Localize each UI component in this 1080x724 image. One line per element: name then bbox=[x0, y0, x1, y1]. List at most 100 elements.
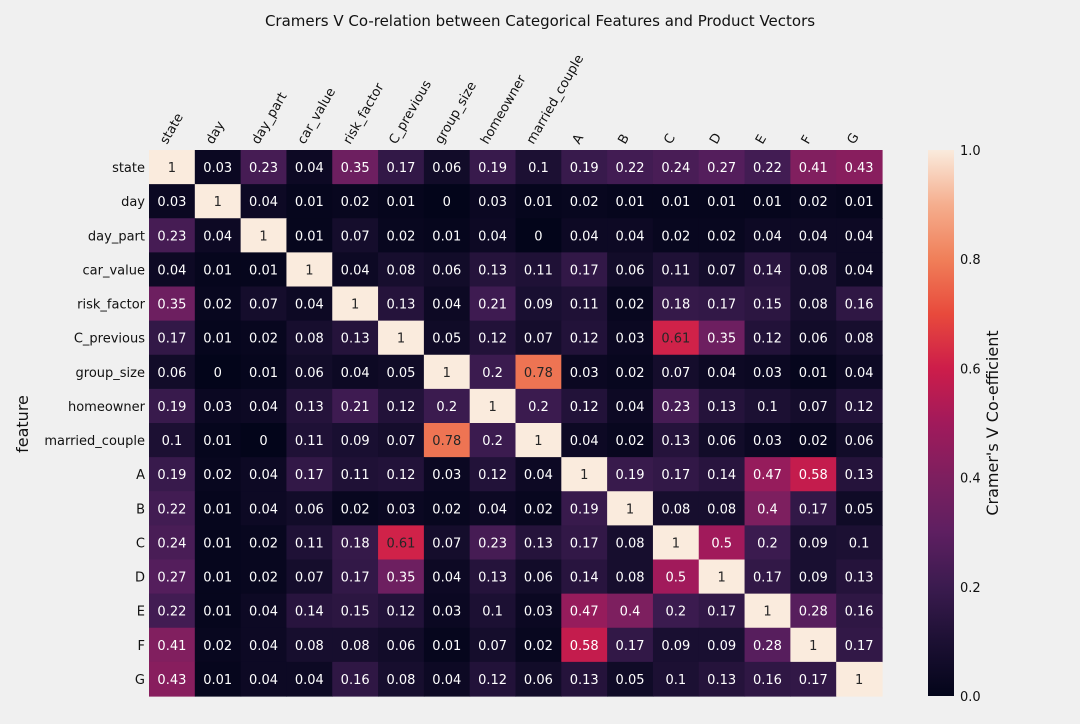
heatmap-cell bbox=[240, 525, 288, 561]
cell-value-label: 0.17 bbox=[661, 468, 690, 483]
cell-value-label: 0.03 bbox=[203, 161, 232, 176]
cell-value-label: 0.02 bbox=[616, 366, 645, 381]
heatmap-cell bbox=[790, 286, 837, 322]
cell-value-label: 0.01 bbox=[203, 673, 232, 688]
heatmap-cell bbox=[149, 525, 196, 561]
y-tick-label: A bbox=[136, 468, 145, 483]
heatmap-cell bbox=[652, 388, 700, 424]
cell-value-label: 0.01 bbox=[432, 639, 461, 654]
heatmap-cell bbox=[836, 491, 883, 526]
colorbar-tick-label: 0.8 bbox=[960, 253, 981, 268]
y-tick-label: state bbox=[112, 161, 145, 176]
heatmap-cell bbox=[469, 354, 517, 390]
heatmap-cell bbox=[561, 354, 608, 390]
cell-value-label: 0 bbox=[259, 434, 267, 449]
heatmap-cell bbox=[240, 388, 288, 424]
heatmap-cell bbox=[515, 661, 562, 697]
heatmap-cell bbox=[561, 627, 608, 663]
heatmap-cell bbox=[698, 388, 746, 424]
cell-value-label: 0.07 bbox=[341, 229, 370, 244]
cell-value-label: 0.04 bbox=[616, 229, 645, 244]
cell-value-label: 0.15 bbox=[753, 298, 782, 313]
cell-value-label: 0.19 bbox=[157, 468, 186, 483]
cell-value-label: 0.03 bbox=[432, 468, 461, 483]
heatmap-cell bbox=[515, 491, 562, 526]
heatmap-cell bbox=[469, 218, 517, 253]
heatmap-cell bbox=[332, 354, 379, 390]
cell-value-label: 0.1 bbox=[482, 605, 503, 620]
heatmap-cell bbox=[469, 388, 517, 424]
cell-value-label: 0.23 bbox=[249, 161, 278, 176]
heatmap-cell bbox=[149, 559, 196, 595]
heatmap-cell bbox=[286, 320, 333, 356]
cell-value-label: 0.01 bbox=[203, 502, 232, 517]
heatmap-cell bbox=[194, 593, 242, 629]
heatmap-cell bbox=[286, 252, 333, 288]
colorbar-tick-label: 0.4 bbox=[960, 472, 981, 487]
heatmap-cell bbox=[744, 423, 791, 458]
heatmap-cell bbox=[790, 491, 837, 526]
heatmap-cell bbox=[378, 559, 425, 595]
cell-value-label: 0.02 bbox=[341, 195, 370, 210]
heatmap-cell bbox=[744, 491, 791, 526]
heatmap-cell bbox=[423, 423, 471, 458]
heatmap-cell bbox=[194, 286, 242, 322]
heatmap-cell bbox=[240, 661, 288, 697]
heatmap-cell bbox=[790, 320, 837, 356]
cell-value-label: 0.12 bbox=[570, 332, 599, 347]
cell-value-label: 0.16 bbox=[845, 605, 874, 620]
colorbar: 0.0 0.2 0.4 0.6 0.8 1.0 Cramer's V Co-efficie… bbox=[928, 144, 1002, 705]
heatmap-cell bbox=[561, 525, 608, 561]
cell-value-label: 0.01 bbox=[249, 263, 278, 278]
x-tick-label: car_value bbox=[295, 85, 339, 147]
heatmap-cell bbox=[240, 491, 288, 526]
cell-value-label: 0.02 bbox=[799, 195, 828, 210]
cell-value-label: 0.18 bbox=[341, 536, 370, 551]
cell-value-label: 0.12 bbox=[478, 468, 507, 483]
heatmap-cell bbox=[836, 661, 883, 697]
heatmap-cell bbox=[332, 423, 379, 458]
colorbar-tick-label: 0.6 bbox=[960, 362, 981, 377]
cell-value-label: 0.04 bbox=[249, 502, 278, 517]
heatmap-cell bbox=[561, 559, 608, 595]
heatmap-cell bbox=[286, 627, 333, 663]
heatmap-cell bbox=[790, 423, 837, 458]
cell-value-label: 0.19 bbox=[478, 161, 507, 176]
cell-value-label: 0.01 bbox=[249, 366, 278, 381]
cell-value-label: 0.02 bbox=[524, 502, 553, 517]
cell-value-label: 0.06 bbox=[799, 332, 828, 347]
heatmap-cell bbox=[423, 525, 471, 561]
cell-value-label: 0.09 bbox=[524, 298, 553, 313]
heatmap-cell bbox=[652, 661, 700, 697]
cell-value-label: 0.21 bbox=[478, 298, 507, 313]
cell-value-label: 0.13 bbox=[341, 332, 370, 347]
heatmap-cell bbox=[790, 252, 837, 288]
cell-value-label: 0.02 bbox=[616, 434, 645, 449]
cell-value-label: 0.03 bbox=[157, 195, 186, 210]
heatmap-cell bbox=[286, 150, 333, 185]
heatmap-cell bbox=[194, 491, 242, 526]
cell-value-label: 0.06 bbox=[707, 434, 736, 449]
cell-value-label: 1 bbox=[488, 400, 496, 415]
heatmap-cell bbox=[286, 661, 333, 697]
heatmap-cell bbox=[515, 627, 562, 663]
heatmap-cell bbox=[378, 354, 425, 390]
heatmap-cell bbox=[423, 491, 471, 526]
heatmap-cells bbox=[149, 150, 883, 697]
heatmap-cell bbox=[607, 525, 654, 561]
cell-value-label: 0.04 bbox=[157, 263, 186, 278]
heatmap-cell bbox=[378, 218, 425, 253]
cell-value-label: 0.16 bbox=[753, 673, 782, 688]
cell-value-label: 0.01 bbox=[845, 195, 874, 210]
heatmap-cell bbox=[698, 354, 746, 390]
heatmap-cell bbox=[561, 218, 608, 253]
heatmap-cell bbox=[149, 627, 196, 663]
heatmap-cell bbox=[378, 525, 425, 561]
cell-value-label: 0.17 bbox=[570, 263, 599, 278]
heatmap-cell bbox=[286, 457, 333, 492]
cell-value-label: 0.1 bbox=[528, 161, 549, 176]
heatmap-cell bbox=[515, 559, 562, 595]
heatmap-cell bbox=[561, 423, 608, 458]
heatmap-cell bbox=[423, 150, 471, 185]
cell-value-label: 0.02 bbox=[341, 502, 370, 517]
